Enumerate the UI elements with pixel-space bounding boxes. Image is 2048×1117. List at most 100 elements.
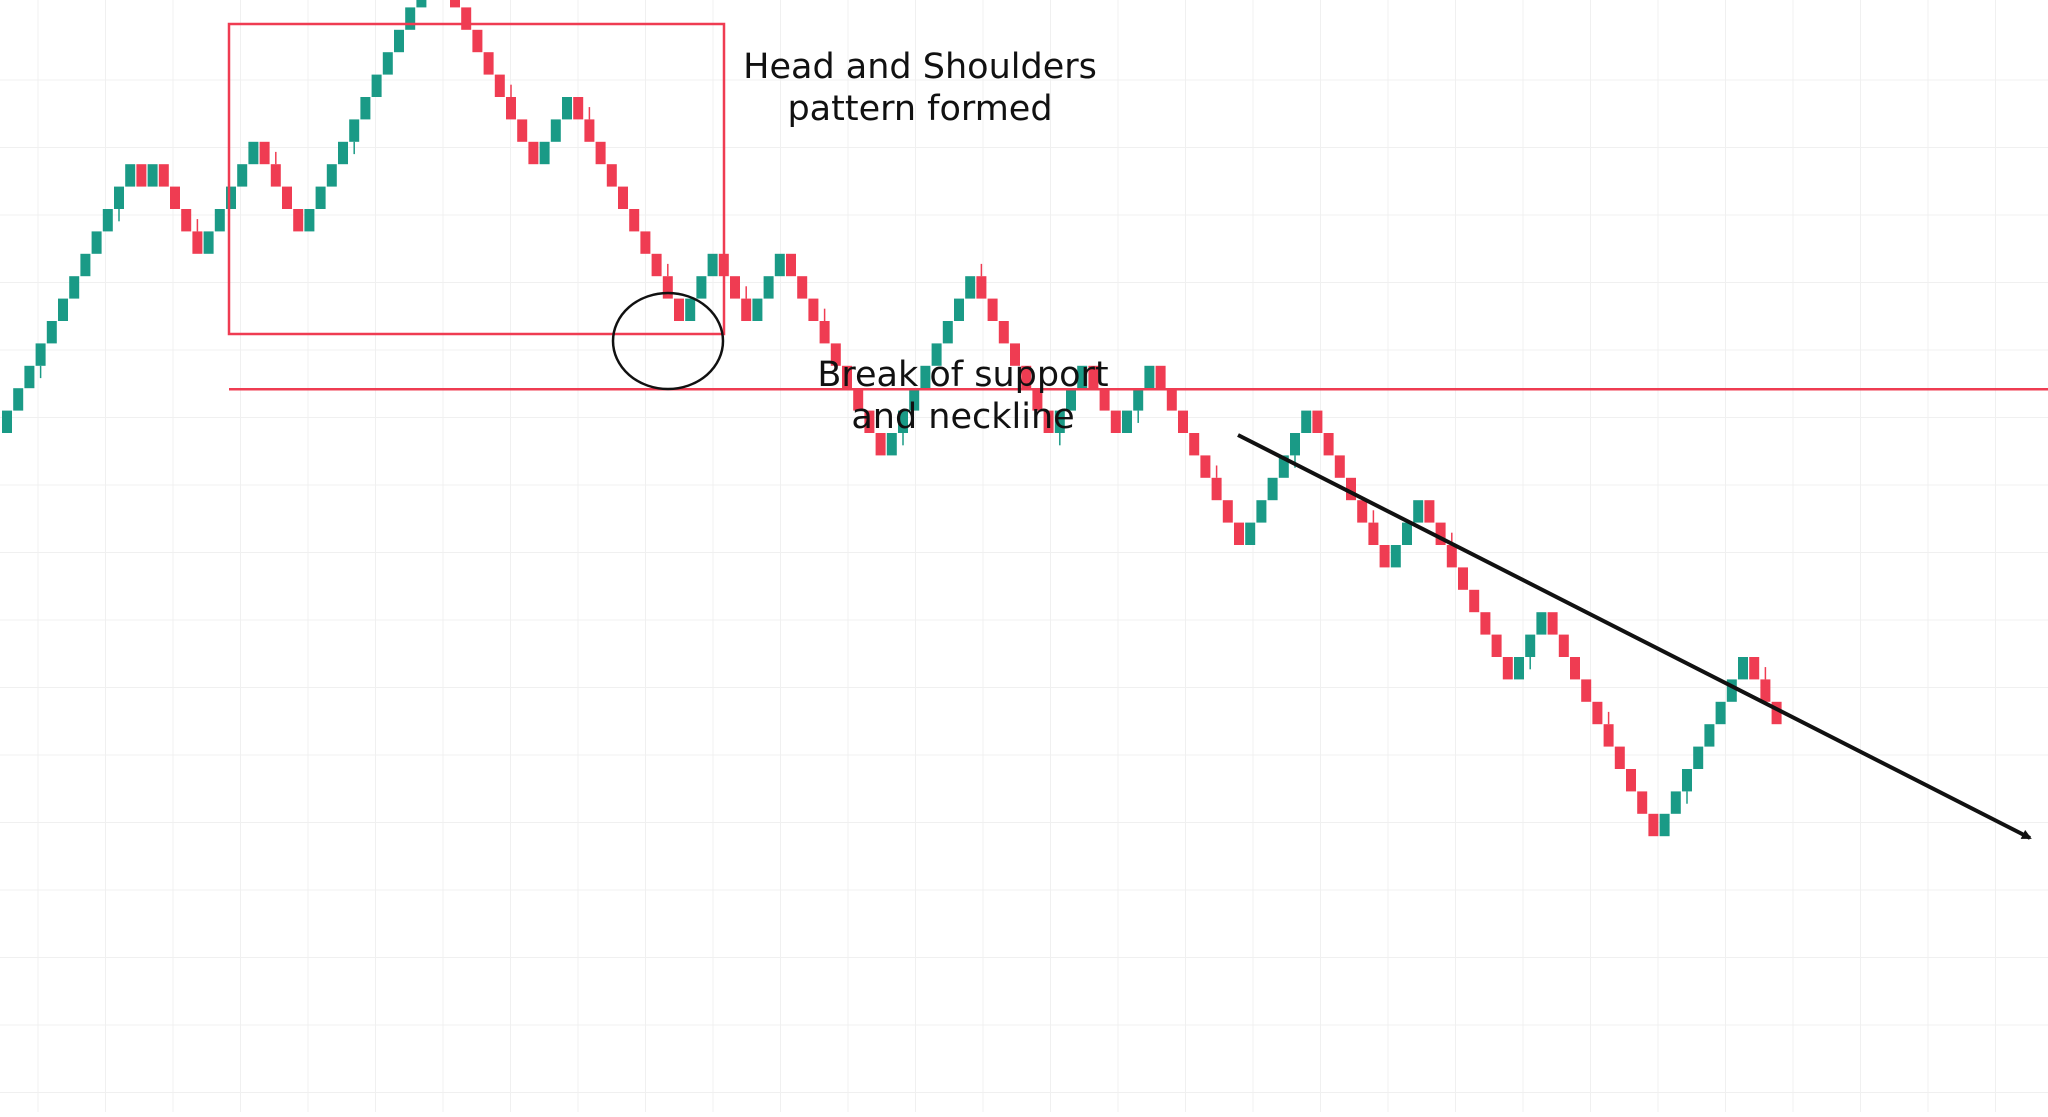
renko-brick-down <box>494 74 505 97</box>
renko-brick-down <box>1637 791 1648 814</box>
downtrend-arrow <box>1237 433 2032 840</box>
renko-brick-up <box>2 410 12 433</box>
renko-brick-up <box>125 164 136 187</box>
renko-brick-down <box>1760 679 1771 702</box>
renko-brick-up <box>1413 500 1424 523</box>
renko-brick-down <box>595 141 606 165</box>
renko-brick-down <box>1379 545 1390 568</box>
renko-brick-down <box>987 298 998 321</box>
renko-brick-down <box>461 7 472 30</box>
renko-brick-up <box>1525 634 1536 657</box>
renko-brick-down <box>158 164 169 187</box>
renko-brick-down <box>483 52 494 75</box>
renko-brick-up <box>1715 701 1726 725</box>
renko-brick-up <box>1704 724 1715 747</box>
renko-brick-down <box>819 321 830 344</box>
renko-brick-down <box>192 231 203 254</box>
renko-brick-up <box>1267 477 1278 501</box>
renko-brick-up <box>763 276 774 299</box>
renko-brick-down <box>1771 701 1782 725</box>
renko-brick-down <box>1200 455 1211 478</box>
renko-brick-down <box>1469 589 1480 613</box>
renko-brick-down <box>584 119 595 142</box>
renko-brick-up <box>1659 813 1670 837</box>
renko-brick-down <box>1323 433 1334 456</box>
renko-brick-down <box>1110 410 1121 433</box>
renko-brick-down <box>1446 545 1457 568</box>
renko-brick-up <box>226 186 236 209</box>
renko-brick-down <box>1480 612 1491 635</box>
renko-brick-up <box>1670 791 1681 814</box>
renko-brick-down <box>1424 500 1435 523</box>
renko-brick-down <box>875 433 886 456</box>
renko-brick-up <box>35 343 46 366</box>
renko-brick-down <box>1155 365 1166 389</box>
renko-brick-down <box>1435 522 1446 545</box>
renko-bricks <box>2 0 1782 837</box>
renko-brick-up <box>248 141 259 165</box>
renko-brick-up <box>942 321 953 344</box>
renko-brick-up <box>685 298 696 321</box>
renko-brick-down <box>573 97 584 120</box>
renko-brick-up <box>237 164 248 187</box>
renko-brick-up <box>562 97 572 120</box>
renko-brick-down <box>1547 612 1558 635</box>
renko-brick-down <box>1603 724 1614 747</box>
renko-brick-up <box>416 0 427 8</box>
renko-brick-down <box>1099 388 1110 411</box>
renko-brick-down <box>741 298 752 321</box>
renko-brick-down <box>1614 746 1625 769</box>
renko-brick-up <box>338 141 348 165</box>
renko-brick-up <box>1290 433 1300 456</box>
renko-brick-up <box>1133 388 1144 411</box>
break-label-line1: Break of support <box>817 355 1108 395</box>
renko-brick-up <box>102 209 113 232</box>
renko-brick-up <box>80 253 91 277</box>
renko-brick-up <box>965 276 976 299</box>
renko-brick-up <box>382 52 393 75</box>
renko-brick-up <box>752 298 763 321</box>
renko-brick-up <box>13 388 24 411</box>
renko-brick-up <box>360 97 371 120</box>
renko-brick-down <box>618 186 628 209</box>
renko-brick-down <box>506 97 516 120</box>
renko-brick-down <box>1648 813 1659 837</box>
renko-brick-down <box>450 0 460 8</box>
renko-brick-down <box>1222 500 1233 523</box>
pattern-box <box>227 22 726 336</box>
renko-brick-up <box>1682 769 1692 792</box>
renko-brick-up <box>898 410 908 433</box>
renko-brick-down <box>1458 567 1468 590</box>
breakout-circle <box>611 291 725 391</box>
renko-brick-down <box>976 276 987 299</box>
renko-brick-up <box>203 231 214 254</box>
renko-brick-down <box>1166 388 1177 411</box>
renko-brick-down <box>1570 657 1580 680</box>
renko-brick-up <box>707 253 718 277</box>
renko-brick-down <box>517 119 528 142</box>
renko-brick-down <box>1558 634 1569 657</box>
renko-brick-down <box>259 141 270 165</box>
renko-brick-up <box>909 388 920 411</box>
renko-brick-down <box>730 276 740 299</box>
renko-brick-up <box>405 7 416 30</box>
renko-brick-up <box>147 164 158 187</box>
renko-brick-down <box>808 298 819 321</box>
renko-brick-down <box>1592 701 1603 725</box>
renko-brick-up <box>1390 545 1401 568</box>
renko-brick-down <box>270 164 281 187</box>
renko-brick-up <box>1301 410 1312 433</box>
renko-brick-up <box>114 186 124 209</box>
renko-brick-up <box>774 253 785 277</box>
renko-brick-up <box>69 276 80 299</box>
renko-brick-up <box>1726 679 1737 702</box>
renko-brick-down <box>1626 769 1636 792</box>
renko-brick-down <box>1346 477 1356 501</box>
renko-brick-down <box>282 186 292 209</box>
renko-brick-down <box>797 276 808 299</box>
renko-brick-up <box>1514 657 1524 680</box>
renko-brick-down <box>1334 455 1345 478</box>
renko-brick-down <box>1043 410 1054 433</box>
